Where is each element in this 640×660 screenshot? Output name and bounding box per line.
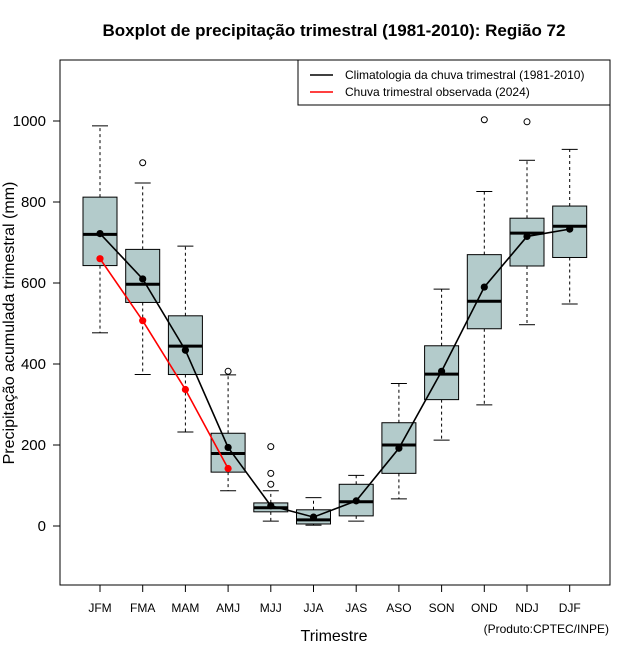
y-tick-label-800: 800 — [21, 194, 46, 211]
outlier-fma-0 — [139, 159, 147, 167]
y-tick-label-1000: 1000 — [13, 113, 46, 130]
x-tick-label-djf: DJF — [559, 601, 581, 615]
x-tick-label-fma: FMA — [130, 601, 155, 615]
outlier-mjj-0 — [267, 480, 275, 488]
box-mam — [167, 245, 203, 433]
outlier-mjj-2 — [267, 443, 275, 451]
y-tick-label-0: 0 — [38, 518, 46, 535]
x-tick-label-jja: JJA — [303, 601, 323, 615]
x-tick-label-ond: OND — [471, 601, 498, 615]
series-line-observed — [99, 258, 229, 469]
box-body-ndj — [509, 217, 545, 267]
series-line-climatology — [99, 228, 570, 518]
box-ndj — [509, 118, 545, 326]
x-axis: JFM FMA MAM AMJ MJJ JJA JAS ASO SON OND NDJ DJF — [88, 585, 581, 615]
box-ond — [466, 116, 502, 406]
x-tick-label-aso: ASO — [386, 601, 411, 615]
y-axis: 0 200 400 600 800 1000 — [13, 113, 61, 535]
legend: Climatologia da chuva trimestral (1981-2… — [297, 59, 611, 106]
point-climatology-ndj — [523, 232, 531, 241]
chart-title: Boxplot de precipitação trimestral (1981… — [103, 21, 566, 40]
point-climatology-djf — [566, 225, 574, 233]
outlier-ond-0 — [480, 116, 488, 124]
point-climatology-jfm — [96, 229, 104, 238]
legend-label-observed: Chuva trimestral observada (2024) — [345, 85, 530, 99]
outlier-ndj-0 — [523, 118, 531, 126]
x-tick-label-amj: AMJ — [216, 601, 240, 615]
x-tick-label-mjj: MJJ — [260, 601, 282, 615]
y-tick-label-400: 400 — [21, 356, 46, 373]
legend-box — [297, 59, 611, 106]
x-tick-label-son: SON — [429, 601, 455, 615]
y-axis-title: Precipitação acumulada trimestral (mm) — [1, 182, 18, 465]
series-lines — [96, 225, 574, 521]
point-climatology-son — [438, 367, 446, 375]
x-tick-label-jfm: JFM — [88, 601, 111, 615]
box-son — [424, 288, 460, 441]
x-tick-label-jas: JAS — [345, 601, 367, 615]
point-climatology-jja — [309, 513, 318, 521]
point-climatology-mjj — [267, 502, 275, 510]
point-climatology-jas — [352, 497, 360, 505]
point-observed-fma — [139, 317, 147, 325]
box-jja — [296, 497, 331, 526]
y-tick-label-600: 600 — [21, 275, 46, 292]
point-climatology-mam — [181, 346, 189, 354]
point-climatology-aso — [395, 444, 403, 452]
legend-label-climatology: Climatologia da chuva trimestral (1981-2… — [345, 68, 584, 82]
box-body-ond — [466, 254, 502, 330]
outlier-mjj-1 — [267, 469, 275, 477]
point-climatology-fma — [139, 275, 147, 283]
point-observed-amj — [224, 464, 232, 473]
y-tick-label-200: 200 — [21, 437, 46, 454]
x-axis-title: Trimestre — [301, 628, 368, 645]
box-jfm — [82, 125, 118, 334]
box-aso — [381, 382, 417, 500]
credit-text: (Produto:CPTEC/INPE) — [484, 622, 609, 636]
point-climatology-amj — [224, 443, 232, 452]
box-amj — [210, 367, 246, 492]
point-observed-mam — [181, 385, 189, 394]
x-tick-label-ndj: NDJ — [515, 601, 538, 615]
boxes — [82, 116, 588, 526]
x-tick-label-mam: MAM — [171, 601, 199, 615]
outlier-amj-0 — [224, 367, 232, 375]
point-observed-jfm — [96, 255, 104, 263]
point-climatology-ond — [480, 283, 488, 291]
